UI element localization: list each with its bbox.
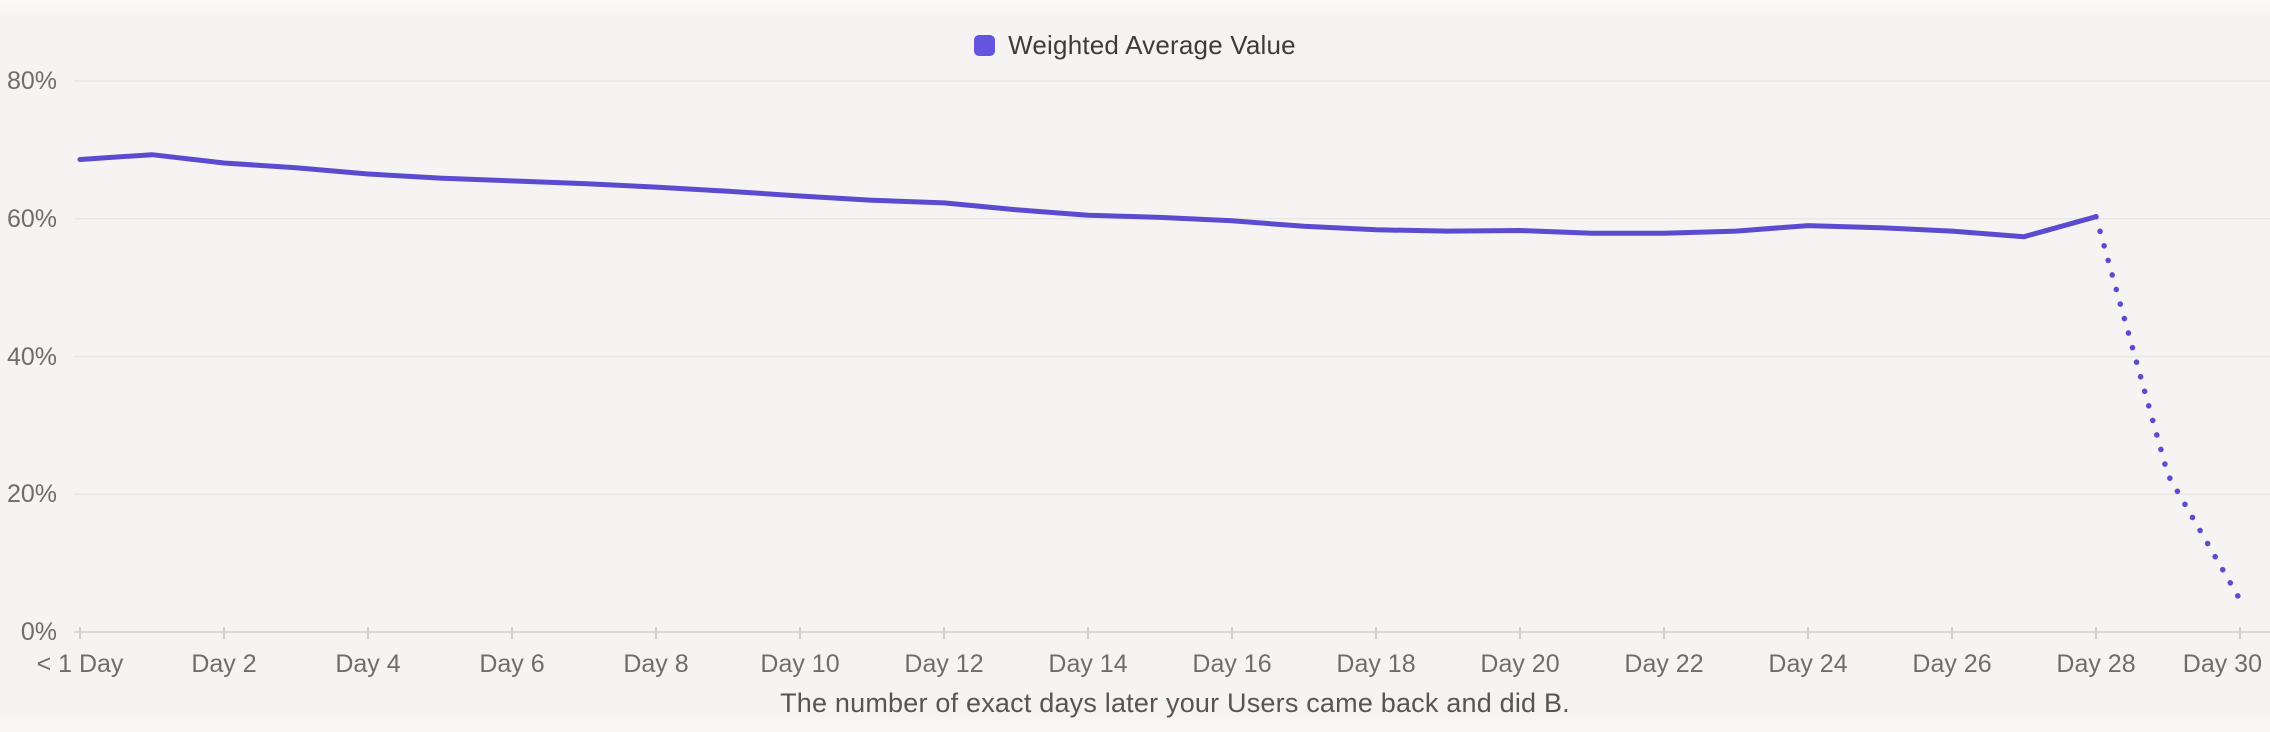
x-axis-label: Day 16 [1192,650,1272,678]
x-axis-label: Day 22 [1624,650,1704,678]
y-axis-label: 40% [6,342,57,371]
y-axis-label: 20% [6,480,57,509]
y-axis-label: 0% [20,618,57,646]
series-line-projected-dotted [2093,213,2243,603]
series-line-solid [77,152,2099,240]
y-axis-label: 60% [6,204,57,233]
y-axis-label: 80% [6,67,57,95]
x-axis-label: Day 12 [904,650,984,678]
x-axis-label: Day 10 [760,650,840,678]
legend-color-swatch-icon [974,35,996,56]
legend-item-label: Weighted Average Value [1008,30,1296,60]
x-axis-title: The number of exact days later your User… [780,688,1570,718]
x-axis-label: Day 18 [1336,650,1416,678]
x-axis-label: Day 6 [479,650,545,678]
x-axis-label: Day 30 [2182,650,2262,678]
x-axis-label: Day 14 [1048,650,1128,678]
chart-legend: Weighted Average Value [0,30,2270,61]
x-axis-label: Day 28 [2056,650,2136,678]
legend-item-weighted-average[interactable]: Weighted Average Value [974,30,1296,61]
x-axis-label: Day 4 [335,650,401,678]
x-axis-label: Day 24 [1768,650,1848,678]
x-axis-label: < 1 Day [36,650,124,678]
x-axis-label: Day 8 [623,650,689,678]
x-axis-label: Day 2 [191,650,257,678]
x-axis-label: Day 26 [1912,650,1992,678]
x-axis-label: Day 20 [1480,650,1560,678]
